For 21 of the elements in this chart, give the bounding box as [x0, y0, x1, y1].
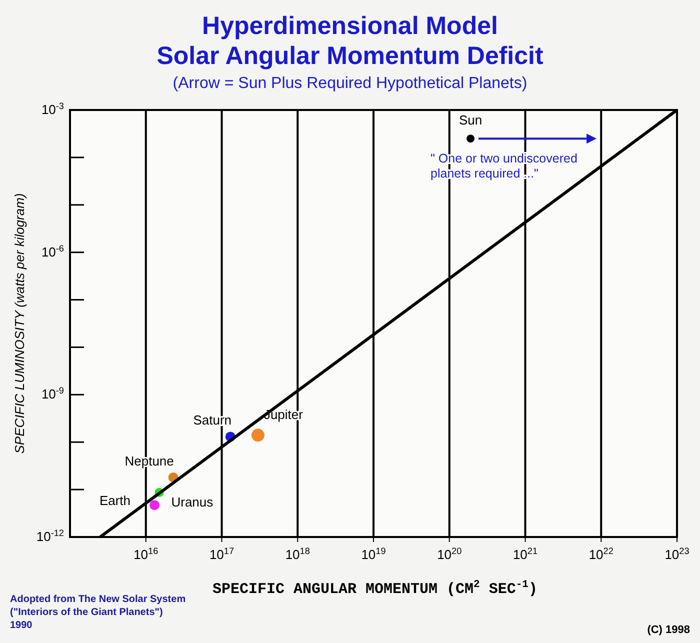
x-tick-label: 10$^{17}$	[209, 546, 234, 562]
chart-subtitle: (Arrow = Sun Plus Required Hypothetical Planets)	[172, 75, 528, 92]
y-tick-label: 10$^{-12}$	[36, 528, 64, 544]
y-tick-label: 10$^{-6}$	[41, 243, 64, 260]
y-axis-title: SPECIFIC LUMINOSITY (watts per kilogram)	[12, 193, 27, 454]
x-tick-label: 10$^{21}$	[512, 546, 538, 562]
x-tick-label: 10$^{19}$	[361, 546, 386, 562]
x-tick-label: 10$^{16}$	[134, 546, 158, 562]
text: (C) 1998	[647, 624, 690, 636]
series-label: Uranus	[171, 494, 214, 510]
series-label: Sun	[458, 112, 482, 128]
x-tick-label: 10$^{18}$	[285, 546, 310, 562]
x-tick-label: 10$^{22}$	[588, 546, 614, 562]
y-tick-label: 10$^{-3}$	[41, 101, 64, 117]
x-tick-label: 10$^{23}$	[664, 546, 690, 562]
x-axis-title: SPECIFIC ANGULAR MOMENTUM (CM$^{2}$ SEC$^{-1}$)	[212, 579, 538, 598]
x-tick-label: 10$^{20}$	[437, 546, 462, 562]
chart-title: Hyperdimensional Model Solar Angular Momentum Deficit	[156, 12, 544, 70]
series-label: Earth	[99, 493, 131, 508]
y-tick-label: 10$^{-9}$	[41, 386, 64, 402]
text: Adopted from The New Solar System ("Interiors of the Giant Planets") 1990	[10, 594, 186, 631]
